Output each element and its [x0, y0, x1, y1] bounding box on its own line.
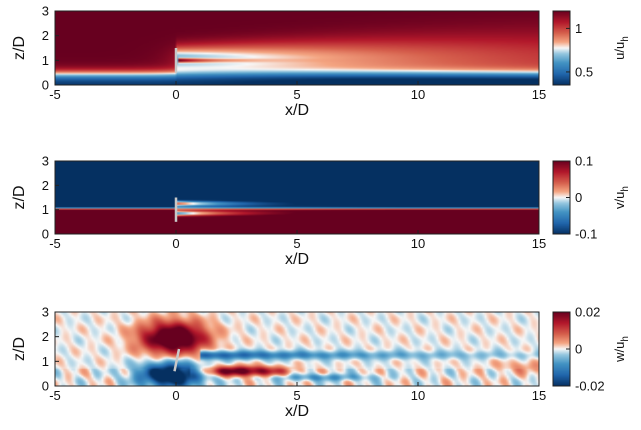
y-tick-label: 0 — [42, 227, 49, 242]
x-axis-label: x/D — [285, 102, 309, 119]
colorbar-tick-label: 0.5 — [575, 64, 593, 79]
x-tick-label: 15 — [532, 388, 546, 403]
y-tick-label: 3 — [42, 4, 49, 19]
colorbar-tick-label: 1 — [575, 21, 582, 36]
colorbar-tick-label: 0 — [575, 342, 582, 357]
x-tick-label: -5 — [49, 87, 61, 102]
colorbar-tick-label: 0.1 — [575, 154, 593, 169]
y-tick-label: 2 — [42, 178, 49, 193]
colorbar — [553, 312, 570, 386]
colorbar-frame — [552, 10, 571, 86]
x-tick-label: 0 — [172, 236, 179, 251]
colorbar-label: w/uh — [612, 336, 631, 363]
y-axis-label: z/D — [11, 186, 28, 210]
x-tick-label: 5 — [293, 87, 300, 102]
y-axis-label: z/D — [11, 337, 28, 361]
y-tick-label: 1 — [42, 53, 49, 68]
x-tick-label: 0 — [172, 388, 179, 403]
heatmap-w — [55, 312, 539, 386]
y-axis-label: z/D — [11, 36, 28, 60]
x-tick-label: 0 — [172, 87, 179, 102]
colorbar-tick-label: 0 — [575, 190, 582, 205]
y-tick-label: 2 — [42, 28, 49, 43]
colorbar — [553, 11, 570, 85]
x-tick-label: 5 — [293, 388, 300, 403]
colorbar — [553, 161, 570, 234]
x-tick-label: 10 — [411, 87, 425, 102]
colorbar-label: u/uh — [612, 36, 631, 60]
y-tick-label: 3 — [42, 305, 49, 320]
x-axis-label: x/D — [285, 251, 309, 268]
heatmap-v — [55, 161, 539, 234]
x-tick-label: -5 — [49, 236, 61, 251]
y-tick-label: 2 — [42, 329, 49, 344]
x-tick-label: 15 — [532, 87, 546, 102]
turbine-rotor-line — [173, 348, 181, 372]
colorbar-tick-label: 0.02 — [575, 305, 600, 320]
x-tick-label: 5 — [293, 236, 300, 251]
x-tick-label: -5 — [49, 388, 61, 403]
y-tick-label: 1 — [42, 202, 49, 217]
x-tick-label: 10 — [411, 388, 425, 403]
colorbar-tick-label: -0.02 — [575, 379, 605, 394]
x-axis-label: x/D — [285, 403, 309, 420]
y-tick-label: 1 — [42, 354, 49, 369]
y-tick-label: 0 — [42, 379, 49, 394]
heatmap-u — [55, 11, 539, 85]
x-tick-label: 15 — [532, 236, 546, 251]
colorbar-tick-label: -0.1 — [575, 227, 597, 242]
y-tick-label: 0 — [42, 78, 49, 93]
colorbar-label: v/uh — [612, 186, 631, 209]
x-tick-label: 10 — [411, 236, 425, 251]
y-tick-label: 3 — [42, 154, 49, 169]
